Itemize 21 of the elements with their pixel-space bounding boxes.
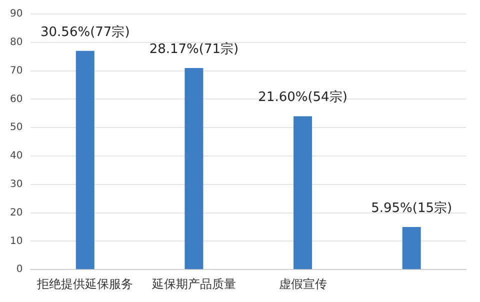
bar [184, 68, 204, 270]
y-tick-label: 30 [10, 178, 23, 190]
data-label: 30.56%(77宗) [40, 24, 130, 40]
x-tick-label: 虚假宣传 [278, 276, 327, 291]
x-tick-label: 延保期产品质量 [150, 276, 236, 291]
y-tick-label: 10 [10, 236, 23, 247]
y-tick-label: 90 [10, 8, 23, 20]
y-tick-label: 70 [10, 65, 23, 76]
data-label: 21.60%(54宗) [258, 89, 348, 106]
data-label: 28.17%(71宗) [149, 40, 239, 57]
data-label: 5.95%(15宗) [371, 200, 452, 216]
y-tick-label: 0 [16, 264, 23, 276]
y-tick-label: 80 [10, 36, 23, 48]
x-tick-label: 拒绝提供延保服务 [36, 276, 134, 291]
y-tick-label: 50 [10, 122, 23, 134]
y-tick-label: 40 [10, 150, 23, 162]
bar [294, 116, 312, 270]
bar [402, 227, 421, 270]
bar [76, 50, 94, 270]
y-tick-label: 60 [10, 94, 23, 105]
y-tick-label: 20 [10, 207, 23, 218]
